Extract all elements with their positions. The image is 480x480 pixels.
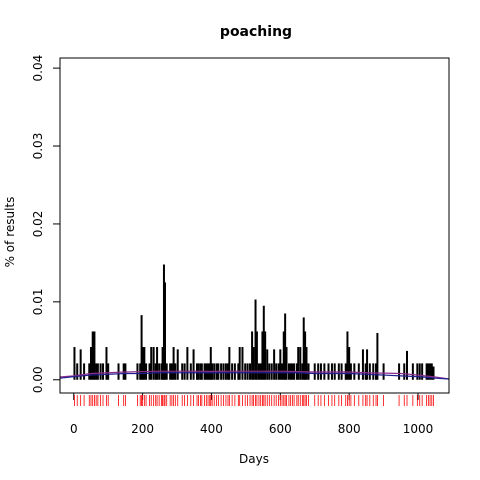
y-tick-label: 0.01: [31, 288, 45, 315]
x-tick-label: 400: [200, 422, 223, 436]
x-tick-label: 800: [338, 422, 361, 436]
x-tick-label: 600: [269, 422, 292, 436]
y-tick-label: 0.00: [31, 366, 45, 393]
y-axis-title: % of results: [3, 197, 17, 268]
y-tick-label: 0.02: [31, 211, 45, 238]
bars-layer: [74, 264, 433, 379]
x-axis-title: Days: [239, 452, 269, 466]
plot-frame: [60, 58, 449, 393]
chart-title: poaching: [220, 24, 292, 40]
x-tick-label: 1000: [403, 422, 434, 436]
y-tick-label: 0.04: [31, 55, 45, 82]
rug-layer: [74, 395, 433, 406]
y-tick-label: 0.03: [31, 133, 45, 160]
x-tick-label: 0: [70, 422, 78, 436]
x-tick-label: 200: [131, 422, 154, 436]
